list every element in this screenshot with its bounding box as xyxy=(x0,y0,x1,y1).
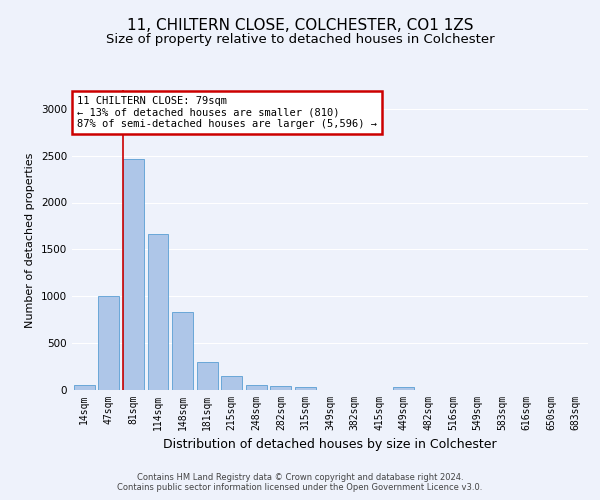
Bar xyxy=(271,386,292,390)
Bar xyxy=(246,385,267,390)
Text: 11 CHILTERN CLOSE: 79sqm
← 13% of detached houses are smaller (810)
87% of semi-: 11 CHILTERN CLOSE: 79sqm ← 13% of detach… xyxy=(77,96,377,129)
Text: Contains HM Land Registry data © Crown copyright and database right 2024.
Contai: Contains HM Land Registry data © Crown c… xyxy=(118,473,482,492)
Bar xyxy=(295,387,316,390)
Bar xyxy=(172,312,193,390)
X-axis label: Distribution of detached houses by size in Colchester: Distribution of detached houses by size … xyxy=(163,438,497,452)
Bar xyxy=(148,234,169,390)
Bar xyxy=(197,362,218,390)
Text: 11, CHILTERN CLOSE, COLCHESTER, CO1 1ZS: 11, CHILTERN CLOSE, COLCHESTER, CO1 1ZS xyxy=(127,18,473,32)
Bar xyxy=(74,385,95,390)
Text: Size of property relative to detached houses in Colchester: Size of property relative to detached ho… xyxy=(106,32,494,46)
Bar xyxy=(393,387,414,390)
Y-axis label: Number of detached properties: Number of detached properties xyxy=(25,152,35,328)
Bar xyxy=(98,296,119,390)
Bar xyxy=(221,376,242,390)
Bar xyxy=(123,160,144,390)
